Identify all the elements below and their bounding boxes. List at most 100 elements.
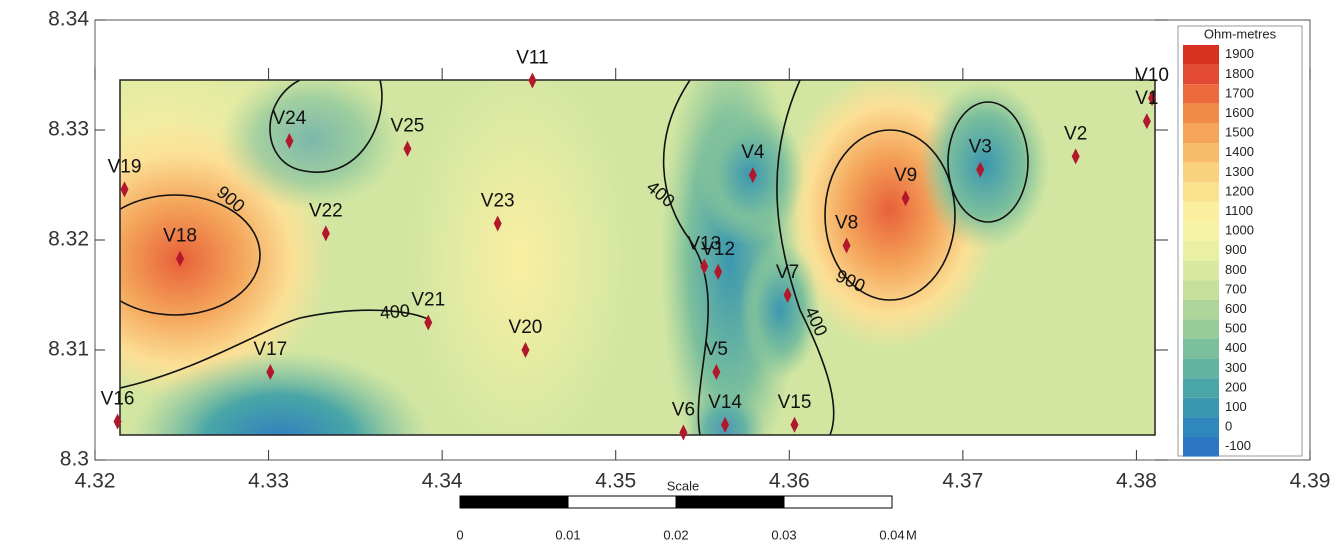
station-marker (679, 424, 688, 441)
station-label: V13 (687, 233, 721, 254)
station-label: V2 (1064, 123, 1087, 144)
colorbar-label: 100 (1225, 399, 1247, 414)
y-tick-label: 8.3 (60, 448, 89, 471)
colorbar-title: Ohm-metres (1204, 26, 1277, 41)
station-marker (842, 237, 851, 254)
station-marker (1148, 90, 1157, 107)
station-label: V1 (1135, 88, 1158, 109)
colorbar-label: 900 (1225, 242, 1247, 257)
colorbar-label: 1200 (1225, 183, 1254, 198)
colorbar-label: 1500 (1225, 125, 1254, 140)
scale-title: Scale (667, 478, 700, 493)
colorbar-swatch (1183, 260, 1219, 281)
colorbar-label: 300 (1225, 360, 1247, 375)
y-tick-label: 8.33 (48, 118, 89, 141)
station-marker (721, 416, 730, 433)
station-marker (712, 364, 721, 380)
y-tick-label: 8.31 (48, 338, 89, 361)
station-label: V24 (272, 108, 306, 129)
colorbar-swatch (1183, 123, 1219, 143)
scale-tick-label: 0.02 (663, 527, 688, 542)
colorbar-label: 1000 (1225, 223, 1254, 238)
colorbar-label: 1800 (1225, 66, 1254, 81)
scale-unit: M (906, 527, 917, 542)
data-extent (119, 79, 1156, 436)
colorbar-label: 1400 (1225, 144, 1254, 159)
colorbar-swatch (1183, 417, 1219, 437)
station-marker (528, 72, 537, 89)
station-label: V19 (108, 156, 142, 177)
station-label: V4 (741, 142, 765, 163)
station-marker (266, 364, 275, 380)
station-label: V8 (835, 213, 858, 234)
station-marker (700, 258, 709, 275)
colorbar-label: 600 (1225, 301, 1247, 316)
x-tick-label: 4.35 (595, 470, 636, 493)
station-marker (901, 190, 910, 207)
scale-tick-label: 0 (456, 527, 463, 542)
colorbar-label: 1300 (1225, 164, 1254, 179)
colorbar-label: -100 (1225, 438, 1251, 453)
colorbar-swatch (1183, 103, 1219, 124)
station-marker (424, 314, 433, 331)
station-label: V11 (516, 48, 548, 69)
colorbar-label: 200 (1225, 379, 1247, 394)
station-marker (113, 413, 122, 430)
colorbar-swatch (1183, 201, 1219, 222)
station-marker (748, 167, 757, 184)
scale-tick-label: 0.01 (555, 527, 580, 542)
scale-segment (783, 495, 893, 509)
colorbar-swatch (1183, 45, 1219, 65)
station-marker (783, 287, 792, 303)
station-marker (285, 133, 294, 149)
station-marker (120, 181, 129, 198)
colorbar-swatch (1183, 437, 1219, 457)
x-tick-label: 4.36 (769, 470, 810, 493)
station-marker (521, 342, 530, 358)
colorbar-label: 0 (1225, 419, 1232, 434)
y-tick-label: 8.32 (48, 228, 89, 251)
station-marker (790, 416, 799, 433)
station-label: V3 (969, 137, 992, 158)
colorbar-swatch (1183, 358, 1219, 379)
scale-segment (459, 495, 569, 509)
station-label: V12 (701, 239, 735, 260)
colorbar-swatch (1183, 221, 1219, 241)
station-label: V5 (705, 339, 728, 360)
colorbar-swatch (1183, 397, 1219, 418)
x-tick-label: 4.39 (1290, 470, 1331, 493)
colorbar-swatch (1183, 162, 1219, 183)
scale-segment (675, 495, 785, 509)
colorbar-label: 500 (1225, 321, 1247, 336)
station-marker (1071, 148, 1080, 165)
colorbar-label: 1100 (1225, 203, 1253, 218)
station-marker (403, 140, 412, 157)
colorbar-label: 700 (1225, 281, 1247, 296)
colorbar-label: 400 (1225, 340, 1247, 355)
station-marker (493, 215, 502, 232)
colorbar-swatch (1183, 143, 1219, 163)
colorbar-swatch (1183, 339, 1219, 359)
station-label: V18 (163, 226, 197, 247)
x-tick-label: 4.33 (248, 470, 289, 493)
colorbar-swatch (1183, 182, 1219, 202)
station-label: V9 (894, 165, 917, 186)
station-label: V17 (253, 339, 287, 360)
station-label: V15 (778, 392, 812, 413)
colorbar-label: 1900 (1225, 46, 1254, 61)
station-label: V10 (1135, 65, 1169, 86)
x-tick-label: 4.38 (1116, 470, 1157, 493)
station-marker (714, 263, 723, 280)
colorbar-swatch (1183, 280, 1219, 300)
y-tick-label: 8.34 (48, 8, 89, 31)
colorbar-swatch (1183, 319, 1219, 339)
contour-label: 400 (379, 300, 411, 323)
scale-tick-label: 0.03 (771, 527, 796, 542)
x-tick-label: 4.34 (422, 470, 463, 493)
station-label: V20 (509, 317, 543, 338)
colorbar-label: 1700 (1225, 85, 1254, 100)
colorbar-swatch (1183, 241, 1219, 261)
colorbar-label: 800 (1225, 262, 1247, 277)
contour-field (120, 80, 1155, 435)
